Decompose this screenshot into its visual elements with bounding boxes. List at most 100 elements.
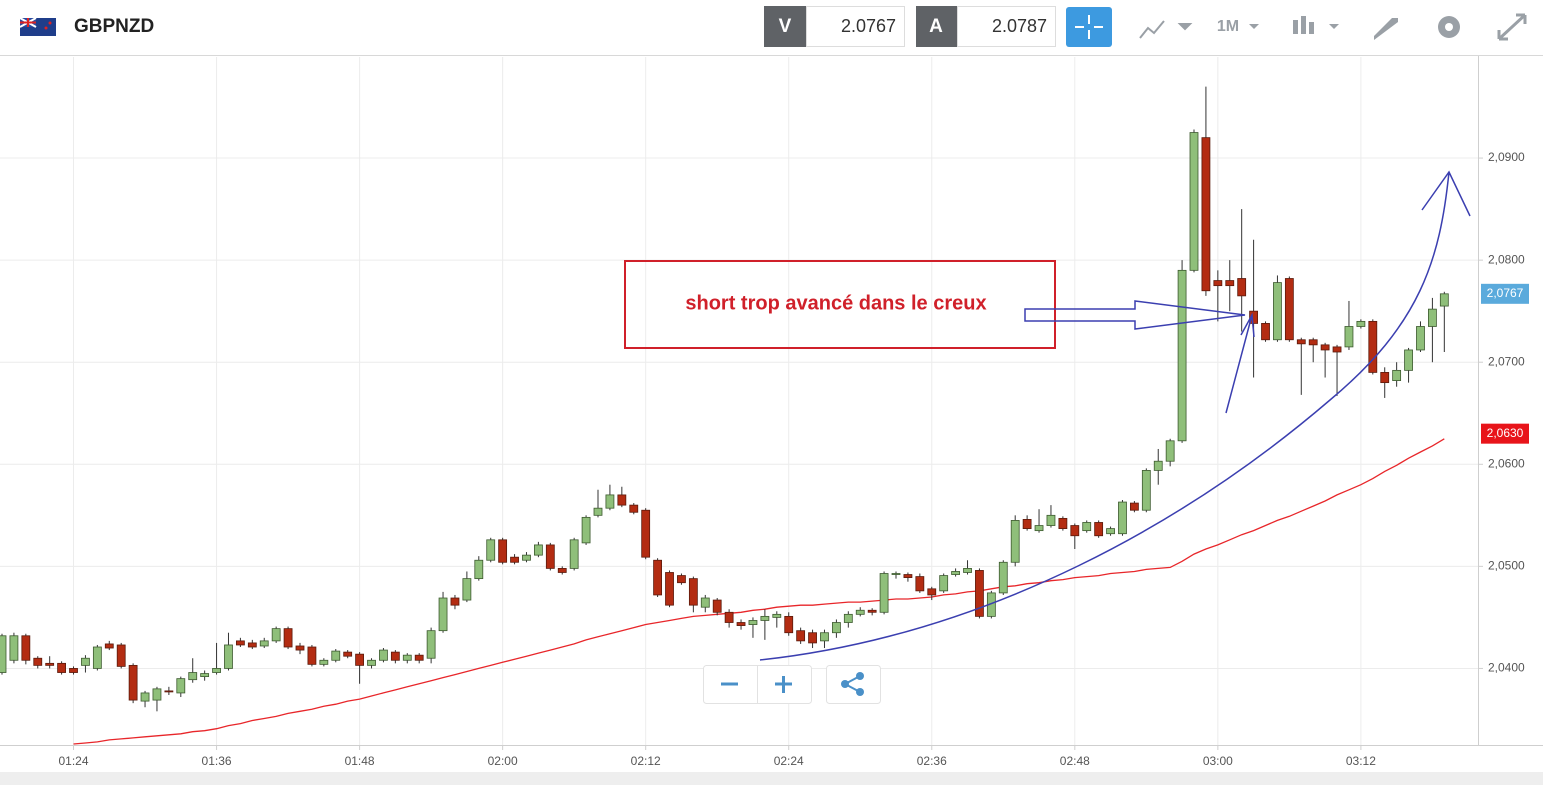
candle-body bbox=[104, 643, 114, 649]
candle-body bbox=[760, 615, 770, 621]
candle-body bbox=[1022, 519, 1032, 529]
candle-body bbox=[617, 494, 627, 506]
crosshair-button[interactable] bbox=[1066, 7, 1112, 47]
candle-body bbox=[92, 646, 102, 669]
candle-body bbox=[438, 597, 448, 632]
candle-body bbox=[1237, 278, 1247, 297]
candle-body bbox=[629, 504, 639, 513]
candle-body bbox=[712, 599, 722, 613]
candle-body bbox=[271, 628, 281, 642]
candle-body bbox=[152, 688, 162, 701]
axes: 2,0400 2,0500 2,0600 2,0700 2,0800 2,0900 01:2… bbox=[59, 150, 1529, 768]
candle-body bbox=[688, 578, 698, 606]
candle-body bbox=[33, 657, 43, 666]
candle-body bbox=[45, 662, 55, 666]
ma-price-label: 2,0630 bbox=[1487, 426, 1524, 440]
fullscreen-button[interactable] bbox=[1497, 13, 1527, 41]
annotation-arrow bbox=[1024, 300, 1246, 330]
candle-body bbox=[462, 578, 472, 601]
sell-price-box bbox=[806, 6, 905, 47]
candle-body bbox=[1034, 525, 1044, 532]
candle-body bbox=[903, 574, 913, 578]
candle-body bbox=[367, 659, 376, 666]
candle-body bbox=[557, 568, 567, 573]
y-tick-label: 2,0700 bbox=[1488, 354, 1525, 368]
candle-body bbox=[1153, 460, 1163, 471]
candle-body bbox=[390, 651, 400, 661]
buy-price-box bbox=[957, 6, 1056, 47]
candle-body bbox=[188, 672, 198, 681]
annotation-arrow bbox=[1225, 312, 1255, 414]
candle-body bbox=[307, 646, 317, 665]
candle-body bbox=[1344, 326, 1354, 348]
candle-body bbox=[235, 640, 245, 646]
candle-body bbox=[1201, 137, 1211, 292]
candle-style-button[interactable] bbox=[1293, 16, 1339, 34]
x-tick-label: 01:48 bbox=[345, 754, 375, 768]
x-tick-label: 01:36 bbox=[202, 754, 232, 768]
candle-body bbox=[426, 630, 436, 659]
candle-body bbox=[545, 544, 555, 569]
candle-body bbox=[951, 571, 960, 575]
candle-body bbox=[498, 539, 508, 563]
candle-body bbox=[1356, 320, 1366, 327]
timeframe-caret[interactable] bbox=[1249, 24, 1259, 29]
x-tick-label: 03:12 bbox=[1346, 754, 1376, 768]
candle-body bbox=[402, 654, 412, 661]
candle-body bbox=[998, 561, 1008, 594]
candle-body bbox=[0, 635, 7, 673]
candle-body bbox=[784, 615, 794, 634]
candle-body bbox=[939, 575, 949, 592]
candle-body bbox=[164, 690, 174, 693]
candle-body bbox=[414, 654, 424, 661]
plot bbox=[0, 86, 1449, 745]
y-tick-label: 2,0800 bbox=[1488, 252, 1525, 266]
candle-body bbox=[343, 651, 353, 657]
candle-body bbox=[379, 649, 388, 661]
candle-body bbox=[1273, 282, 1282, 341]
candle-body bbox=[641, 509, 651, 558]
candle-body bbox=[1058, 517, 1068, 529]
candle-body bbox=[319, 659, 329, 665]
buy-label[interactable]: A bbox=[929, 16, 943, 37]
settings-button[interactable] bbox=[1438, 16, 1460, 38]
candle-body bbox=[867, 609, 877, 613]
grid bbox=[0, 57, 1478, 745]
last-price-tag bbox=[1481, 283, 1529, 304]
candle-body bbox=[605, 494, 615, 509]
candle-body bbox=[975, 570, 984, 617]
y-tick-label: 2,0400 bbox=[1488, 661, 1525, 675]
candle-body bbox=[1332, 346, 1342, 353]
candle-body bbox=[1070, 525, 1080, 537]
candle-body bbox=[724, 611, 734, 623]
candle-body bbox=[295, 645, 305, 651]
candle-body bbox=[57, 662, 66, 673]
timeframe[interactable]: 1M bbox=[1217, 18, 1239, 35]
candle-body bbox=[1130, 502, 1139, 511]
candle-body bbox=[1213, 280, 1223, 287]
candle-body bbox=[355, 653, 365, 666]
zoom-controls[interactable] bbox=[703, 665, 881, 704]
candle-body bbox=[581, 516, 591, 544]
candle-body bbox=[259, 640, 269, 647]
candle-body bbox=[1094, 522, 1104, 537]
candle-body bbox=[832, 622, 841, 634]
candle-body bbox=[81, 657, 90, 666]
candle-body bbox=[21, 635, 31, 661]
candle-body bbox=[69, 668, 78, 673]
sell-button[interactable] bbox=[764, 6, 806, 47]
drawing-button[interactable] bbox=[1374, 18, 1398, 40]
y-tick-label: 2,0600 bbox=[1488, 456, 1525, 470]
candle-body bbox=[450, 597, 460, 606]
ma-price-tag bbox=[1481, 423, 1529, 444]
candle-body bbox=[1296, 339, 1306, 345]
candle-body bbox=[700, 597, 710, 608]
sell-label[interactable]: V bbox=[779, 16, 792, 37]
chart-type-button[interactable] bbox=[1139, 20, 1193, 39]
candle-body bbox=[927, 588, 937, 596]
candle-body bbox=[736, 622, 746, 626]
candle-body bbox=[176, 678, 186, 694]
buy-button[interactable] bbox=[916, 6, 957, 47]
candle-body bbox=[224, 644, 233, 669]
candle-body bbox=[748, 620, 758, 625]
